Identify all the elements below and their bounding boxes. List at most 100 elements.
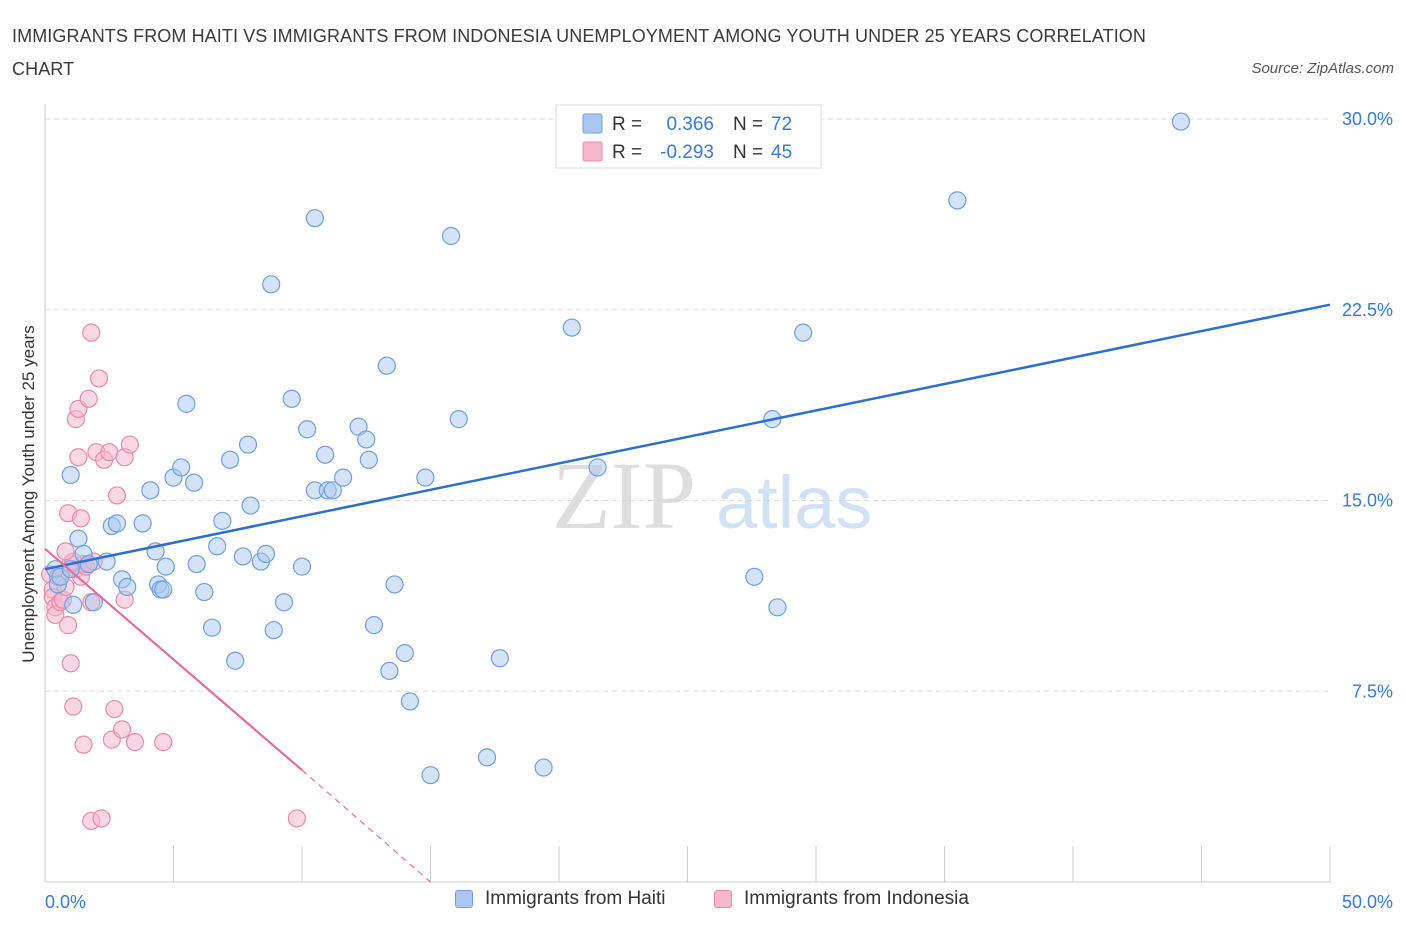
data-point-indonesia (107, 486, 127, 505)
data-point-haiti (195, 582, 214, 602)
y-tick-label: 7.5% (1352, 681, 1393, 701)
legend-swatch-indonesia (582, 141, 603, 162)
legend-r-label: R = (612, 114, 642, 135)
data-point-haiti (534, 758, 553, 777)
data-point-haiti (490, 649, 509, 668)
trend-line-haiti (44, 303, 1331, 571)
data-point-haiti (292, 557, 312, 576)
axes (44, 104, 1331, 883)
data-point-haiti (226, 651, 245, 670)
data-point-haiti (305, 209, 324, 228)
legend-swatch-haiti (455, 890, 473, 908)
series-legend: Immigrants from Haiti Immigrants from In… (0, 888, 1406, 918)
data-point-haiti (380, 661, 399, 681)
data-point-haiti (141, 481, 160, 500)
legend-n-value: 45 (771, 142, 792, 163)
legend-n-value: 72 (771, 114, 792, 135)
data-point-indonesia (71, 509, 91, 528)
data-point-indonesia (100, 443, 119, 462)
data-point-haiti (184, 473, 204, 492)
data-point-haiti (154, 580, 173, 599)
data-point-haiti (421, 766, 440, 785)
data-point-haiti (172, 458, 191, 477)
data-point-haiti (395, 643, 414, 663)
y-tick-label: 22.5% (1342, 300, 1393, 320)
data-point-haiti (357, 430, 376, 449)
y-tick-label: 15.0% (1342, 491, 1393, 511)
data-point-haiti (298, 420, 317, 439)
data-point-haiti (588, 458, 607, 477)
data-point-haiti (359, 450, 378, 469)
data-point-indonesia (79, 389, 98, 408)
data-point-haiti (794, 323, 813, 342)
data-point-haiti (187, 554, 206, 574)
data-point-haiti (334, 468, 353, 487)
data-point-haiti (385, 575, 404, 594)
legend-item-haiti: Immigrants from Haiti (455, 888, 666, 910)
y-tick-label: 30.0% (1342, 109, 1393, 129)
data-point-haiti (262, 275, 281, 294)
chart-title: IMMIGRANTS FROM HAITI VS IMMIGRANTS FROM… (12, 26, 1146, 79)
data-point-indonesia (69, 448, 88, 467)
data-point-haiti (477, 748, 497, 767)
data-point-haiti (416, 468, 435, 487)
watermark: ZIP atlas (552, 442, 872, 549)
data-point-haiti (233, 547, 252, 566)
data-point-haiti (107, 514, 127, 533)
data-point-indonesia (61, 654, 80, 673)
trend-lines (44, 303, 1331, 883)
x-tick-label: 0.0% (45, 892, 86, 912)
data-point-haiti (133, 514, 152, 533)
legend-n-label: N = (733, 142, 763, 163)
series-indonesia-points (41, 323, 306, 831)
data-point-haiti (241, 496, 260, 515)
data-point-indonesia (112, 720, 132, 739)
legend-r-value: 0.366 (666, 114, 714, 135)
data-point-haiti (256, 544, 276, 564)
data-point-haiti (64, 595, 83, 614)
series-haiti-points (46, 112, 1191, 785)
legend-label-indonesia: Immigrants from Indonesia (744, 888, 969, 909)
legend-item-indonesia: Immigrants from Indonesia (714, 888, 969, 910)
data-point-haiti (238, 435, 258, 454)
data-point-indonesia (287, 809, 306, 828)
legend-n-label: N = (733, 114, 763, 135)
legend-r-label: R = (612, 142, 642, 163)
data-point-indonesia (59, 616, 78, 635)
data-point-indonesia (64, 697, 83, 716)
data-point-haiti (213, 511, 232, 530)
correlation-legend: R = 0.366 N = 72 R = -0.293 N = 45 (555, 104, 822, 169)
data-point-haiti (364, 616, 384, 635)
data-point-haiti (61, 465, 80, 485)
data-point-haiti (441, 226, 461, 246)
data-point-indonesia (125, 733, 145, 752)
data-point-haiti (1171, 112, 1191, 131)
data-point-haiti (316, 445, 335, 464)
data-point-indonesia (154, 733, 173, 752)
data-point-haiti (282, 389, 301, 408)
data-point-haiti (220, 450, 240, 469)
watermark-atlas: atlas (716, 461, 872, 544)
legend-swatch-haiti (582, 113, 603, 134)
data-point-haiti (264, 621, 283, 640)
data-point-indonesia (120, 435, 139, 454)
trend-line-indonesia-extension (301, 769, 431, 883)
x-tick-label: 50.0% (1342, 892, 1393, 912)
data-point-haiti (377, 356, 396, 375)
data-point-haiti (69, 529, 88, 548)
data-point-haiti (323, 481, 342, 500)
data-point-haiti (118, 577, 137, 597)
source-label: Source: ZipAtlas.com (1251, 60, 1394, 77)
legend-swatch-indonesia (714, 890, 732, 908)
data-point-haiti (948, 191, 967, 210)
grid-lines (45, 118, 1330, 692)
data-point-haiti (84, 593, 103, 612)
data-point-haiti (768, 598, 787, 617)
data-point-haiti (449, 410, 468, 429)
data-point-indonesia (56, 542, 75, 561)
data-point-haiti (745, 567, 764, 586)
legend-label-haiti: Immigrants from Haiti (485, 888, 666, 909)
y-axis-label: Unemployment Among Youth under 25 years (19, 325, 38, 662)
data-point-haiti (562, 318, 581, 337)
